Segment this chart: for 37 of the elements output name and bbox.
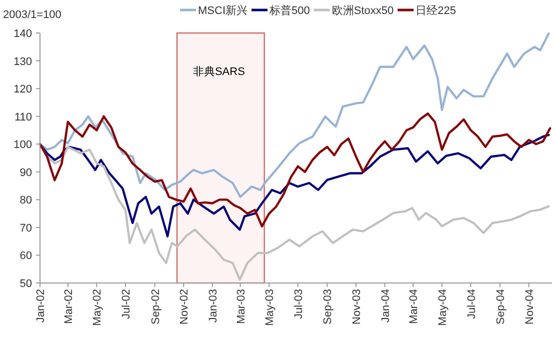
line-series <box>38 134 550 238</box>
x-tick-label: Sep-02 <box>150 289 162 324</box>
y-tick-label: 50 <box>20 278 32 290</box>
x-tick-label: Sep-04 <box>495 289 508 324</box>
x-tick-label: May-03 <box>264 289 276 326</box>
y-tick-label: 110 <box>14 111 32 124</box>
y-axis-title: 2003/1=100 <box>3 9 62 21</box>
x-tick-label: Sep-03 <box>322 289 334 324</box>
x-tick-label: Mar-02 <box>62 289 75 324</box>
x-tick-label: Jul-04 <box>466 289 478 319</box>
line-series <box>38 32 550 198</box>
x-tick-label: Mar-04 <box>408 289 420 324</box>
y-tick-label: 80 <box>20 194 32 207</box>
legend-label: 欧洲Stoxx50 <box>332 4 394 17</box>
y-tick-label: 120 <box>14 84 32 96</box>
x-tick-label: May-04 <box>436 289 449 326</box>
legend-label: 标普500 <box>268 4 310 17</box>
line-series <box>38 112 552 228</box>
x-tick-label: Nov-02 <box>178 289 191 324</box>
y-tick-label: 60 <box>20 250 32 262</box>
x-tick-label: Jan-04 <box>380 289 392 323</box>
x-tick-label: Mar-03 <box>235 289 248 324</box>
y-tick-label: 140 <box>14 28 32 40</box>
x-tick-label: Jul-03 <box>292 289 305 319</box>
x-tick-label: Nov-04 <box>524 289 536 324</box>
band-label: 非典SARS <box>192 65 245 78</box>
x-tick-label: Jul-02 <box>120 289 132 319</box>
x-tick-label: Nov-03 <box>350 289 363 324</box>
legend-label: MSCI新兴 <box>198 4 248 17</box>
legend-label: 日经225 <box>416 5 456 17</box>
y-tick-label: 70 <box>20 222 32 234</box>
y-tick-label: 100 <box>14 139 32 152</box>
x-tick-label: Jan-02 <box>35 289 47 323</box>
y-tick-label: 90 <box>20 166 32 179</box>
y-tick-label: 130 <box>14 56 32 68</box>
x-tick-label: Jan-03 <box>207 289 220 323</box>
x-tick-label: May-02 <box>92 289 104 326</box>
